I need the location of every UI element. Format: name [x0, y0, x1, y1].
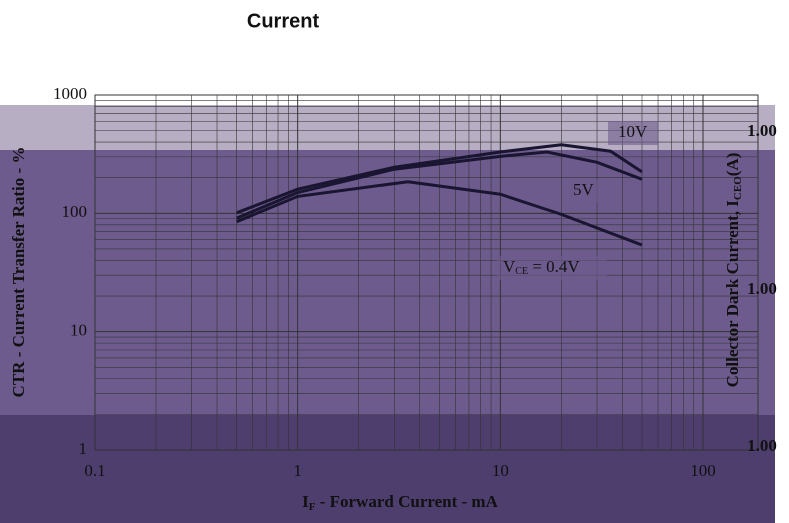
series-label: 5V — [573, 180, 595, 199]
x-tick-label: 100 — [690, 461, 716, 480]
x-label-sub: F — [309, 501, 316, 513]
series-line — [236, 143, 643, 215]
y-axis-label: CTR - Current Transfer Ratio - % — [9, 147, 28, 398]
series-label-sub: CE — [515, 266, 528, 277]
series-label: VCE = 0.4V — [503, 257, 580, 277]
x-label-part: - Forward Current - mA — [315, 492, 498, 511]
x-axis-label: IF - Forward Current - mA — [302, 492, 498, 513]
chart-title: Current — [247, 10, 320, 32]
overlay-band — [0, 150, 775, 415]
plot-frame — [94, 94, 759, 451]
overlay-band — [0, 415, 775, 523]
x-tick-label: 10 — [492, 461, 509, 480]
series-line — [236, 180, 643, 247]
y2-tick-label: 1.00 — [747, 121, 777, 140]
x-label-part: I — [302, 492, 309, 511]
y2-tick-label: 1.00 — [747, 436, 777, 455]
series-label-part: = 0.4V — [528, 257, 580, 276]
y-tick-label: 1000 — [53, 84, 87, 103]
x-tick-label: 0.1 — [84, 461, 105, 480]
series-line — [236, 150, 643, 220]
y2-label-part: Collector Dark Current, I — [723, 200, 742, 388]
x-tick-label: 1 — [293, 461, 302, 480]
series-label-box — [563, 179, 613, 203]
y2-label-sub: CEO — [732, 176, 744, 200]
series-label: 10V — [618, 122, 648, 141]
lines — [236, 143, 643, 247]
y2-tick-label: 1.00 — [747, 279, 777, 298]
series-label-box — [608, 121, 658, 145]
y2-label-part: (A) — [723, 153, 742, 177]
y-tick-label: 1 — [79, 439, 88, 458]
series-label-part: V — [503, 257, 516, 276]
series-label-box — [497, 256, 607, 280]
y2-axis-label: Collector Dark Current, ICEO(A) — [723, 153, 744, 388]
y-tick-label: 10 — [70, 321, 87, 340]
y-tick-label: 100 — [62, 202, 88, 221]
overlay-band — [0, 105, 775, 150]
